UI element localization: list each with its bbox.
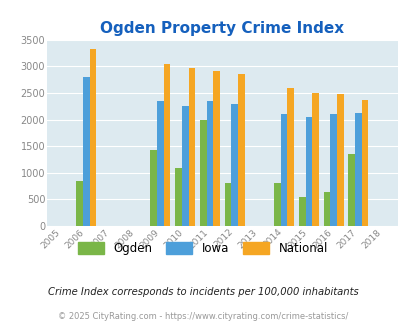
Bar	[287, 87, 293, 226]
Bar	[347, 154, 354, 226]
Bar	[163, 64, 170, 226]
Bar	[90, 49, 96, 226]
Bar	[157, 101, 163, 226]
Bar	[311, 93, 318, 226]
Bar	[280, 114, 287, 226]
Bar	[213, 71, 220, 226]
Bar	[224, 183, 231, 226]
Bar	[329, 114, 336, 226]
Text: Crime Index corresponds to incidents per 100,000 inhabitants: Crime Index corresponds to incidents per…	[47, 287, 358, 297]
Bar	[83, 78, 90, 226]
Bar	[181, 106, 188, 226]
Title: Ogden Property Crime Index: Ogden Property Crime Index	[100, 21, 343, 36]
Bar	[199, 119, 206, 226]
Bar	[336, 94, 343, 226]
Bar	[273, 183, 280, 226]
Bar	[361, 100, 367, 226]
Text: © 2025 CityRating.com - https://www.cityrating.com/crime-statistics/: © 2025 CityRating.com - https://www.city…	[58, 312, 347, 321]
Bar	[305, 117, 311, 226]
Bar	[231, 104, 237, 226]
Bar	[206, 101, 213, 226]
Legend: Ogden, Iowa, National: Ogden, Iowa, National	[73, 237, 332, 260]
Bar	[323, 192, 329, 226]
Bar	[175, 168, 181, 226]
Bar	[188, 68, 195, 226]
Bar	[298, 197, 305, 226]
Bar	[354, 113, 361, 226]
Bar	[237, 74, 244, 226]
Bar	[76, 181, 83, 226]
Bar	[150, 150, 157, 226]
